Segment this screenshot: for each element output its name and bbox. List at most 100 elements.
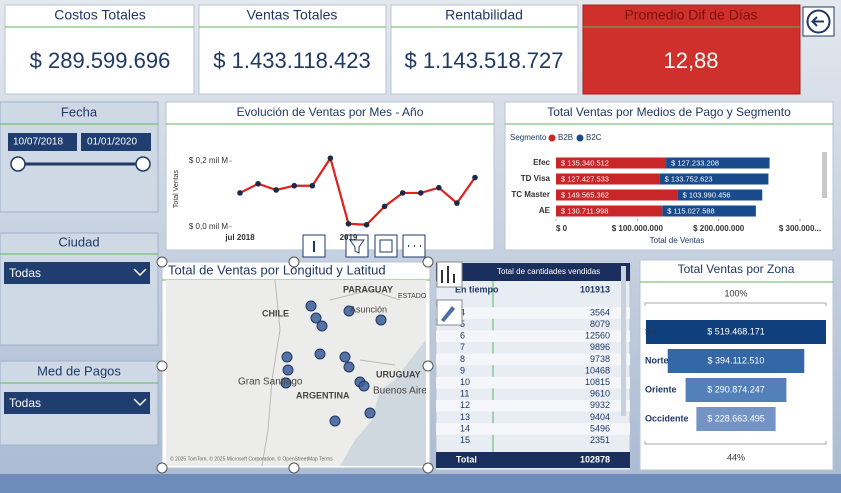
dropdown-value[interactable]: Todas	[9, 266, 41, 280]
row-value: 12560	[585, 331, 610, 341]
handle[interactable]	[288, 462, 300, 474]
data-label: $ 519.468.171	[707, 326, 765, 336]
map-point	[282, 364, 294, 376]
row-value: 9610	[590, 389, 610, 399]
x-tick-label: $ 100.000.000	[612, 224, 664, 233]
slicer-pagos: Med de Pagos Todas	[0, 360, 159, 446]
toolbar-focus[interactable]	[374, 234, 398, 258]
row-band	[436, 423, 630, 435]
map-label: PARAGUAY	[343, 284, 393, 294]
y-tick-label: Efec	[533, 158, 550, 167]
icon[interactable]	[441, 306, 455, 322]
map-point	[280, 377, 292, 389]
slider-handle[interactable]	[10, 156, 26, 172]
data-point	[436, 184, 442, 191]
row-label: 14	[460, 423, 470, 433]
handle[interactable]	[156, 360, 168, 372]
icon[interactable]	[441, 266, 455, 283]
funnel-bar	[685, 378, 787, 402]
panel	[165, 101, 495, 251]
slicer-ciudad: Ciudad Todas	[0, 232, 159, 346]
kpi-card	[390, 4, 579, 95]
scrollbar	[822, 152, 827, 198]
handle[interactable]	[156, 462, 168, 474]
kpi-value: $ 289.599.696	[30, 48, 171, 73]
visual-icon[interactable]	[436, 261, 463, 288]
icon[interactable]	[349, 239, 365, 254]
slider-handle[interactable]	[135, 156, 151, 172]
chevron[interactable]	[133, 398, 147, 407]
data-point	[363, 221, 370, 228]
row-label: 10	[460, 377, 470, 387]
data-point	[273, 187, 279, 193]
total-value: 102878	[580, 454, 610, 464]
selection-handles[interactable]	[156, 256, 434, 474]
x-tick-label: $ 0	[556, 224, 568, 233]
handle[interactable]	[422, 462, 434, 474]
handle[interactable]	[422, 360, 434, 372]
x-tick-label: jul 2018	[224, 233, 255, 242]
date-input[interactable]	[81, 133, 151, 151]
scrollbar[interactable]	[621, 266, 626, 416]
bar-segment	[677, 189, 763, 201]
chevron[interactable]	[133, 268, 147, 277]
map-point	[310, 312, 322, 324]
back-icon[interactable]	[806, 9, 831, 34]
row-value: 10468	[585, 365, 610, 375]
data-label: $ 127.233.208	[671, 158, 719, 167]
handle[interactable]	[288, 256, 300, 268]
date-end[interactable]: 01/01/2020	[87, 137, 137, 148]
kpi-value: 12,88	[663, 48, 718, 73]
back-button[interactable]	[802, 6, 835, 37]
category-label: Occidente	[645, 413, 689, 423]
map-title: Total de Ventas por Longitud y Latitud	[168, 262, 386, 277]
row-label: 4	[460, 307, 465, 317]
line-series	[239, 155, 476, 226]
borders	[261, 280, 401, 466]
bar-segment	[666, 157, 770, 169]
row-value: 5496	[590, 423, 610, 433]
category-label: Norte	[645, 355, 669, 365]
back-arrow[interactable]	[811, 16, 825, 27]
category-label: Sur	[645, 326, 661, 336]
row-value: 3564	[590, 307, 610, 317]
row-band	[436, 400, 630, 412]
map-area: PARAGUAY CHILE ESTADO Asunción URUGUAY G…	[166, 280, 426, 466]
footer-bar	[0, 474, 841, 493]
map-attribution: © 2025 TomTom, © 2025 Microsoft Corporat…	[170, 455, 333, 462]
data-point	[255, 180, 261, 187]
visual-toolbar[interactable]	[302, 234, 426, 258]
data-label: $ 133.752.623	[665, 174, 713, 183]
map-point	[339, 351, 351, 363]
row-label: 8	[460, 354, 465, 364]
chart-title: Total Ventas por Medios de Pago y Segmen…	[547, 105, 791, 119]
map-point	[343, 361, 355, 373]
row-band	[436, 307, 630, 319]
group-label: En tiempo	[455, 284, 499, 294]
map-label: URUGUAY	[376, 369, 421, 379]
row-value: 9738	[590, 354, 610, 364]
map-point	[281, 351, 293, 363]
row-value: 2351	[590, 435, 610, 445]
date-start[interactable]: 10/07/2018	[13, 137, 63, 148]
table-total-row	[436, 452, 630, 468]
funnel-bar	[646, 320, 826, 344]
slicer-title: Ciudad	[58, 234, 99, 249]
row-label: 5	[460, 319, 465, 329]
y-tick-label: TC Master	[511, 190, 550, 199]
dropdown[interactable]	[4, 392, 150, 414]
kpi-title: Costos Totales	[54, 7, 146, 23]
date-input[interactable]	[8, 133, 77, 151]
y-tick-label: $ 0,0 mil M	[189, 222, 228, 231]
icon[interactable]	[379, 239, 393, 253]
dropdown-value[interactable]: Todas	[9, 396, 41, 410]
row-band	[436, 330, 630, 342]
map-point	[364, 407, 376, 419]
handle[interactable]	[156, 256, 168, 268]
handle[interactable]	[422, 256, 434, 268]
dropdown[interactable]	[4, 262, 150, 284]
map-label: Gran Santiago	[238, 377, 303, 388]
y-axis-label: Total Ventas	[173, 169, 180, 208]
total-label: Total	[456, 454, 477, 464]
